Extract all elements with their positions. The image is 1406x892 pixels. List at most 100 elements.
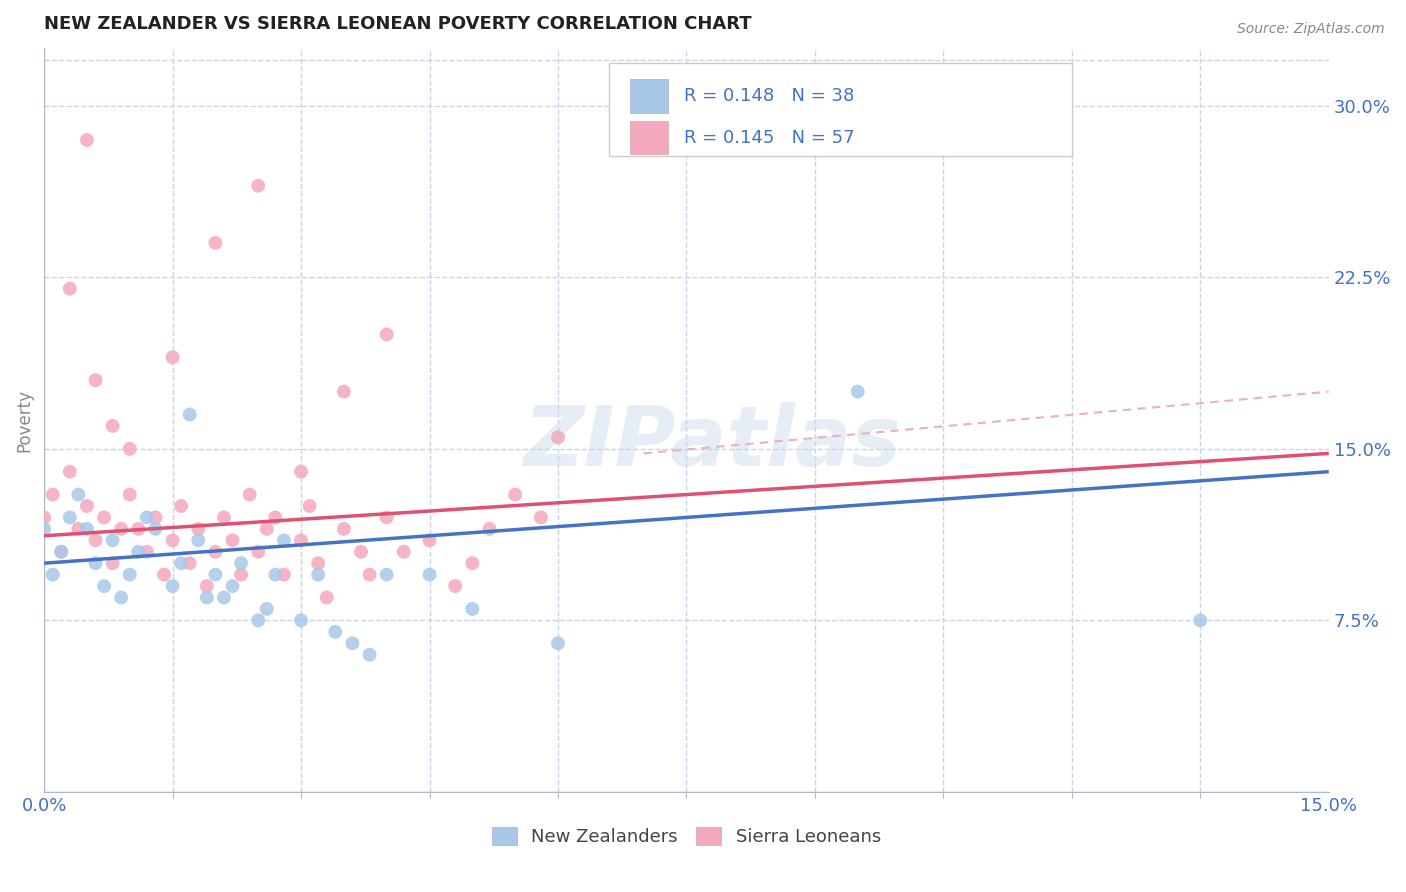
Point	[93, 510, 115, 524]
Point	[187, 522, 209, 536]
Point	[145, 522, 167, 536]
Point	[162, 533, 184, 548]
Point	[273, 533, 295, 548]
Text: Source: ZipAtlas.com: Source: ZipAtlas.com	[1237, 22, 1385, 37]
Point	[323, 624, 346, 639]
Point	[41, 487, 63, 501]
Point	[307, 567, 329, 582]
Point	[195, 591, 218, 605]
Legend: New Zealanders, Sierra Leoneans: New Zealanders, Sierra Leoneans	[492, 827, 882, 847]
Text: R = 0.145   N = 57: R = 0.145 N = 57	[683, 128, 855, 146]
Point	[239, 487, 262, 501]
Point	[221, 533, 243, 548]
Point	[67, 522, 90, 536]
Point	[110, 591, 132, 605]
Point	[162, 351, 184, 365]
Point	[118, 487, 141, 501]
Point	[135, 510, 157, 524]
Point	[350, 545, 373, 559]
Point	[547, 636, 569, 650]
Point	[204, 545, 226, 559]
Point	[247, 613, 270, 627]
Bar	[630, 79, 668, 112]
Point	[478, 522, 501, 536]
Point	[290, 613, 312, 627]
Point	[444, 579, 467, 593]
Point	[530, 510, 553, 524]
Point	[418, 567, 440, 582]
Point	[162, 579, 184, 593]
Point	[1189, 613, 1212, 627]
Point	[59, 282, 82, 296]
Point	[229, 567, 252, 582]
Point	[359, 648, 381, 662]
Y-axis label: Poverty: Poverty	[15, 389, 32, 451]
Point	[51, 545, 73, 559]
Point	[170, 499, 193, 513]
Point	[101, 556, 124, 570]
Point	[51, 545, 73, 559]
Point	[461, 556, 484, 570]
Point	[127, 522, 149, 536]
Point	[93, 579, 115, 593]
Point	[359, 567, 381, 582]
Bar	[630, 121, 668, 154]
Point	[247, 545, 270, 559]
Point	[84, 533, 107, 548]
Point	[127, 545, 149, 559]
Point	[195, 579, 218, 593]
Point	[264, 510, 287, 524]
Point	[118, 442, 141, 456]
Point	[76, 133, 98, 147]
Point	[145, 510, 167, 524]
Text: NEW ZEALANDER VS SIERRA LEONEAN POVERTY CORRELATION CHART: NEW ZEALANDER VS SIERRA LEONEAN POVERTY …	[44, 15, 752, 33]
Point	[229, 556, 252, 570]
Point	[118, 567, 141, 582]
Point	[204, 235, 226, 250]
Point	[375, 567, 398, 582]
Point	[333, 522, 356, 536]
Point	[342, 636, 364, 650]
Point	[101, 533, 124, 548]
Point	[290, 465, 312, 479]
Point	[101, 418, 124, 433]
Point	[32, 522, 55, 536]
Point	[179, 556, 201, 570]
Point	[110, 522, 132, 536]
Point	[307, 556, 329, 570]
Point	[264, 567, 287, 582]
Point	[59, 510, 82, 524]
Point	[503, 487, 526, 501]
Point	[153, 567, 176, 582]
Point	[212, 591, 235, 605]
Point	[67, 487, 90, 501]
Point	[212, 510, 235, 524]
Point	[204, 567, 226, 582]
Point	[32, 510, 55, 524]
FancyBboxPatch shape	[609, 63, 1071, 156]
Point	[333, 384, 356, 399]
Point	[418, 533, 440, 548]
Point	[290, 533, 312, 548]
Point	[76, 499, 98, 513]
Point	[256, 602, 278, 616]
Point	[375, 327, 398, 342]
Point	[256, 522, 278, 536]
Point	[461, 602, 484, 616]
Point	[392, 545, 415, 559]
Point	[298, 499, 321, 513]
Text: ZIPatlas: ZIPatlas	[523, 402, 901, 483]
Point	[221, 579, 243, 593]
Point	[84, 556, 107, 570]
Point	[547, 430, 569, 444]
Point	[59, 465, 82, 479]
Point	[315, 591, 337, 605]
Point	[187, 533, 209, 548]
Point	[179, 408, 201, 422]
Point	[76, 522, 98, 536]
Point	[375, 510, 398, 524]
Point	[846, 384, 869, 399]
Point	[247, 178, 270, 193]
Point	[41, 567, 63, 582]
Text: R = 0.148   N = 38: R = 0.148 N = 38	[683, 87, 855, 105]
